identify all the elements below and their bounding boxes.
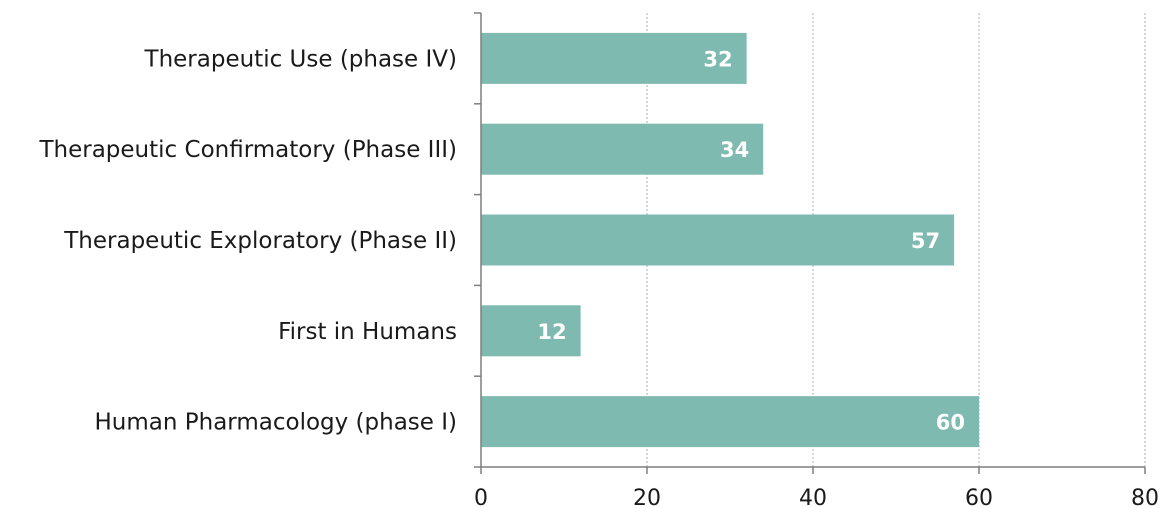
category-label-2: Therapeutic Exploratory (Phase II) xyxy=(63,228,457,254)
x-tick-label-0: 0 xyxy=(474,486,488,508)
x-tick-label-80: 80 xyxy=(1131,486,1159,508)
bar-1 xyxy=(481,123,764,175)
bar-3 xyxy=(481,305,581,357)
axes xyxy=(474,12,1146,474)
category-label-3: First in Humans xyxy=(278,319,457,345)
bar-0 xyxy=(481,32,747,84)
category-label-1: Therapeutic Confirmatory (Phase III) xyxy=(38,137,457,163)
x-tick-label-20: 20 xyxy=(633,486,661,508)
bars xyxy=(481,32,979,448)
labels: 32 Therapeutic Use (phase IV) 34 Therapeuti… xyxy=(38,46,1159,508)
data-label-4: 60 xyxy=(936,411,965,435)
x-tick-label-60: 60 xyxy=(965,486,993,508)
bar-4 xyxy=(481,396,979,448)
x-tick-label-40: 40 xyxy=(799,486,827,508)
category-label-0: Therapeutic Use (phase IV) xyxy=(144,46,457,72)
category-label-4: Human Pharmacology (phase I) xyxy=(95,410,458,436)
data-label-2: 57 xyxy=(911,229,940,253)
data-label-1: 34 xyxy=(720,138,749,162)
data-label-3: 12 xyxy=(537,320,566,344)
data-label-0: 32 xyxy=(703,47,732,71)
bar-2 xyxy=(481,214,955,266)
